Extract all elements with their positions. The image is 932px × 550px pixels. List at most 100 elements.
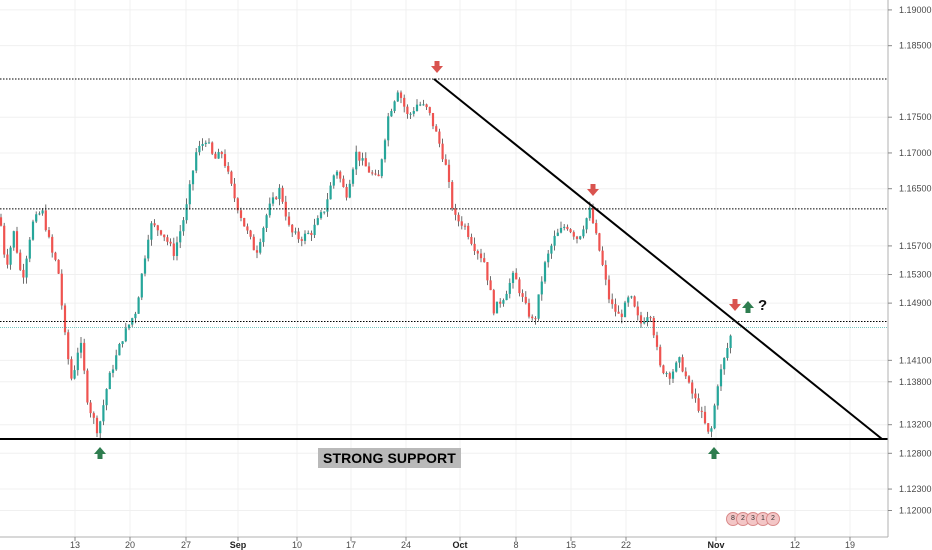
candle-body <box>611 299 614 305</box>
candle-body <box>719 369 723 387</box>
price-axis[interactable]: 1.19000 1.18500 1.17500 1.17000 1.16500 1.157… <box>887 0 932 550</box>
candle-body <box>275 197 278 200</box>
candle-body <box>265 215 268 228</box>
signal-arrows <box>94 61 754 459</box>
candle-body <box>364 158 367 167</box>
candle-body <box>124 328 127 342</box>
candle-body <box>175 242 179 256</box>
candle-body <box>646 317 649 323</box>
candle-body <box>486 262 489 281</box>
price-tick-label: 1.12800 <box>899 448 932 458</box>
candle-body <box>620 313 623 318</box>
candle-body <box>159 230 163 235</box>
candle-body <box>281 187 284 202</box>
candle-body <box>105 389 108 406</box>
candle-body <box>652 317 655 336</box>
candle-body <box>681 357 684 372</box>
candle-body <box>207 142 211 144</box>
candle-body <box>137 297 140 314</box>
candle-body <box>495 301 499 314</box>
price-tick-label: 1.14900 <box>899 298 932 308</box>
candle-body <box>143 258 147 274</box>
candle-body <box>694 393 697 399</box>
candle-body <box>22 269 25 278</box>
candle-body <box>435 126 438 132</box>
candle-body <box>19 252 22 270</box>
candle-body <box>319 212 323 219</box>
candle-body <box>524 296 527 303</box>
candle-body <box>575 236 579 239</box>
candle-body <box>396 92 399 102</box>
candle-body <box>287 216 291 225</box>
candle-body <box>531 316 534 319</box>
candle-body <box>227 165 230 172</box>
time-tick-label: Sep <box>230 540 247 550</box>
candle-body <box>92 413 95 418</box>
candle-body <box>630 296 633 298</box>
candle-body <box>361 158 364 161</box>
candle-body <box>300 239 303 241</box>
candle-body <box>233 183 236 199</box>
candle-body <box>73 370 76 379</box>
candle-body <box>332 175 335 186</box>
candle-body <box>617 311 620 314</box>
time-axis[interactable]: 13 20 27 Sep 10 17 24 Oct 8 15 22 Nov 12 19 <box>0 536 888 550</box>
up-arrow-icon <box>708 447 720 454</box>
candle-body <box>326 199 329 212</box>
candle-body <box>601 250 604 265</box>
candle-body <box>351 169 355 184</box>
candle-body <box>31 221 35 240</box>
candle-body <box>697 398 700 411</box>
candle-body <box>188 184 191 205</box>
candle-body <box>252 236 255 251</box>
time-tick-label: 13 <box>70 540 80 550</box>
candle-body <box>479 253 483 259</box>
candle-body <box>172 243 175 256</box>
candle-body <box>710 428 713 432</box>
candle-body <box>70 359 73 379</box>
price-tick-label: 1.12300 <box>899 484 932 494</box>
candle-body <box>223 154 227 166</box>
candle-body <box>310 232 313 236</box>
candle-body <box>419 104 422 106</box>
candle-body <box>111 369 115 373</box>
candle-body <box>307 232 310 234</box>
candle-body <box>476 251 479 254</box>
time-tick-label: 15 <box>566 540 576 550</box>
candle-body <box>51 236 54 253</box>
candle-body <box>262 227 265 243</box>
candle-body <box>604 264 607 280</box>
price-tick-label: 1.17500 <box>899 112 932 122</box>
candle-body <box>687 376 691 383</box>
event-badge[interactable]: 2 <box>766 512 780 526</box>
time-tick-label: 24 <box>401 540 411 550</box>
candle-body <box>428 107 431 113</box>
candle-body <box>47 230 51 237</box>
price-axis-background <box>888 0 932 550</box>
candle-body <box>508 282 511 294</box>
candle-body <box>383 140 387 160</box>
candle-body <box>54 252 57 260</box>
candle-body <box>313 224 316 236</box>
candle-body <box>393 101 396 111</box>
up-arrow-icon <box>742 301 754 308</box>
candle-body <box>294 231 297 233</box>
candle-body <box>451 182 454 209</box>
candle-body <box>691 382 694 394</box>
candle-body <box>348 183 351 198</box>
up-arrow-icon <box>97 453 103 459</box>
candle-body <box>246 226 249 231</box>
candle-body <box>665 373 668 375</box>
candle-body <box>204 142 207 144</box>
up-arrow-icon <box>745 307 751 313</box>
candle-body <box>3 225 6 255</box>
down-arrow-icon <box>590 184 596 190</box>
candle-body <box>403 97 406 107</box>
candle-body <box>271 197 275 204</box>
candle-body <box>627 297 630 303</box>
time-tick-label: 19 <box>845 540 855 550</box>
candle-body <box>156 225 159 231</box>
candle-body <box>412 110 415 114</box>
candle-body <box>556 232 559 236</box>
